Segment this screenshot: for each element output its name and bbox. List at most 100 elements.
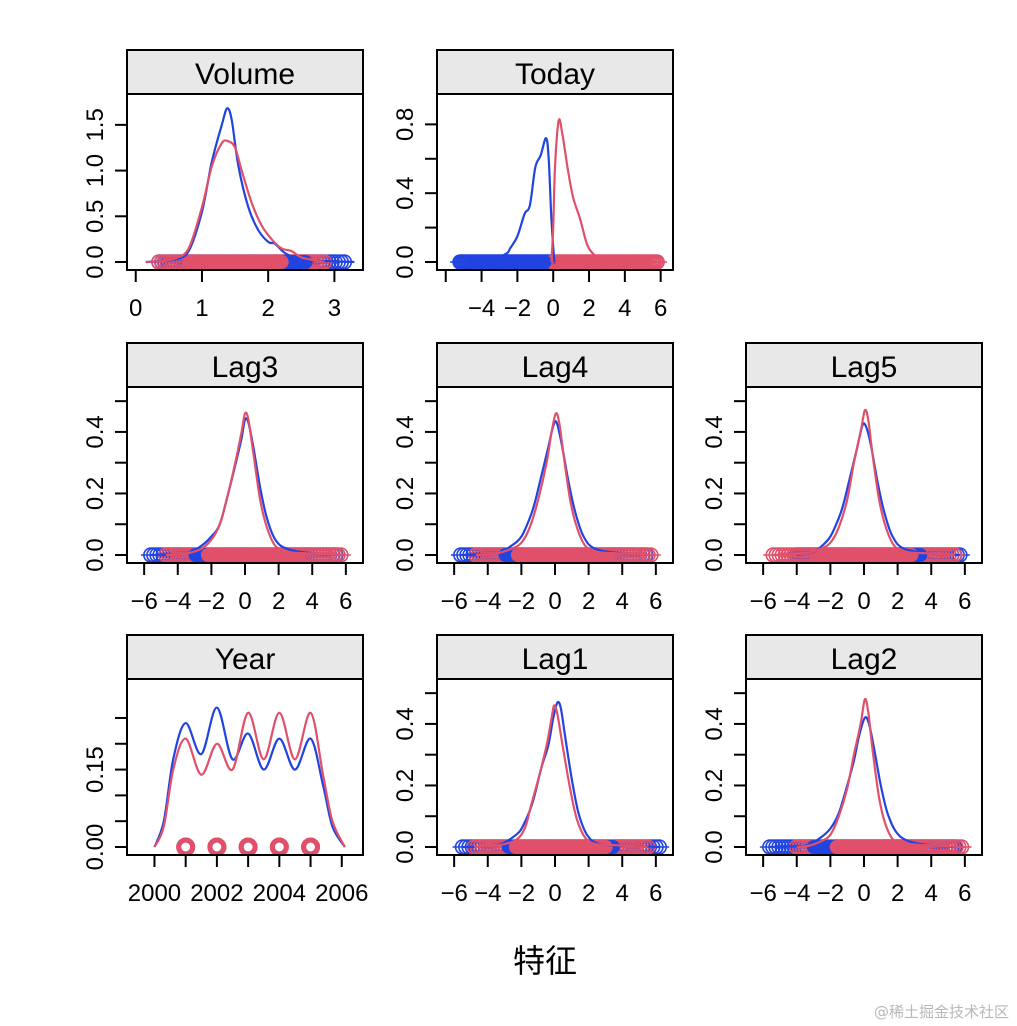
data-points-band-up (508, 840, 613, 854)
x-tick-label: 0 (857, 588, 870, 615)
x-tick-label: −6 (130, 588, 157, 615)
density-curve-up (145, 139, 325, 264)
x-tick-label: −2 (508, 880, 535, 907)
strip-background (745, 634, 983, 680)
x-tick-label: 6 (649, 880, 662, 907)
plot-content (763, 408, 970, 562)
x-tick-label: 4 (925, 880, 938, 907)
y-tick-label: 0.0 (392, 538, 419, 571)
x-tick-label: −4 (474, 880, 501, 907)
x-tick-label: −2 (198, 588, 225, 615)
x-tick-label: 2 (582, 588, 595, 615)
x-tick-label: −2 (817, 880, 844, 907)
x-tick-label: 0 (548, 880, 561, 907)
x-tick-label: 2 (891, 880, 904, 907)
panel-lag4: Lag4 0.0 0.2 0.4 −6 −4 −2 0 2 4 6 (392, 342, 674, 615)
panel-today: Today 0.0 0.4 0.8 −4 −2 0 2 4 6 (392, 49, 674, 322)
x-tick-label: 4 (616, 588, 629, 615)
x-tick-label: 0 (238, 588, 251, 615)
x-tick-label: 2002 (190, 880, 243, 907)
strip-label: Lag1 (522, 643, 589, 676)
density-curve-down (769, 716, 955, 849)
density-curve-up (796, 697, 962, 849)
y-tick-label: 0.4 (701, 707, 728, 740)
density-curve-up (474, 704, 648, 849)
y-tick-label: 0.2 (701, 769, 728, 802)
panel-lag2: Lag2 0.0 0.2 0.4 −6 −4 −2 0 2 4 6 (701, 634, 983, 907)
x-tick-label: −4 (164, 588, 191, 615)
watermark: @稀土掘金技术社区 (873, 1003, 1009, 1021)
y-tick-label: 0.0 (82, 538, 109, 571)
x-tick-label: 4 (616, 880, 629, 907)
x-tick-label: 6 (339, 588, 352, 615)
panel-lag1: Lag1 0.0 0.2 0.4 −6 −4 −2 0 2 4 6 (392, 634, 674, 907)
x-tick-label: 3 (328, 295, 341, 322)
plot-content (450, 412, 661, 562)
y-tick-label: 0.0 (701, 830, 728, 863)
year-point (176, 837, 196, 854)
y-tick-label: 0.2 (82, 477, 109, 510)
year-point (207, 837, 227, 854)
x-tick-label: 2000 (128, 880, 181, 907)
x-tick-label: 6 (654, 295, 667, 322)
data-points-band-up (510, 548, 616, 562)
panel-lag3: Lag3 0.0 0.2 0.4 −6 −4 −2 0 2 4 6 (82, 342, 364, 615)
x-tick-label: 4 (618, 295, 631, 322)
plot-area (126, 678, 364, 856)
data-points-band-up (553, 255, 600, 269)
density-curve-down (153, 706, 346, 848)
y-tick-label: 0.2 (392, 477, 419, 510)
y-tick-label: 1.5 (82, 108, 109, 141)
x-tick-label: 2 (582, 295, 595, 322)
year-point (238, 837, 258, 854)
x-tick-label: −4 (783, 588, 810, 615)
x-tick-label: 0 (547, 295, 560, 322)
y-tick-label: 0.4 (392, 707, 419, 740)
y-tick-label: 0.5 (82, 200, 109, 233)
x-tick-label: 2004 (253, 880, 306, 907)
y-tick-label: 0.0 (82, 245, 109, 278)
strip-label: Volume (195, 58, 295, 91)
x-tick-label: −6 (440, 588, 467, 615)
plot-content (452, 700, 670, 854)
x-tick-label: 2 (261, 295, 274, 322)
plot-content (450, 118, 668, 269)
strip-label: Lag2 (831, 643, 898, 676)
density-curve-up (475, 412, 651, 557)
y-tick-label: 0.4 (701, 415, 728, 448)
x-tick-label: 0 (548, 588, 561, 615)
density-curve-down (462, 700, 660, 849)
plot-content (153, 706, 346, 854)
plot-content (140, 411, 351, 562)
density-curve-down (145, 107, 355, 264)
panels-layer: Volume 0.0 0.5 1.0 1.5 0 1 2 3 Today 0.0 0.4 0.8 −4 −2… (82, 49, 983, 907)
strip-label: Today (515, 58, 595, 91)
x-tick-label: −2 (817, 588, 844, 615)
strip-label: Lag4 (522, 351, 589, 384)
data-points-band-up (200, 548, 306, 562)
x-tick-label: 6 (958, 588, 971, 615)
strip-background (745, 342, 983, 388)
y-tick-label: 0.4 (82, 415, 109, 448)
year-point (269, 837, 289, 854)
y-tick-label: 0.4 (392, 415, 419, 448)
density-curve-up (153, 711, 346, 848)
x-tick-label: 0 (129, 295, 142, 322)
x-tick-label: −6 (749, 588, 776, 615)
strip-background (436, 342, 674, 388)
y-tick-label: 0.0 (392, 245, 419, 278)
data-points-band-up (181, 255, 289, 269)
x-tick-label: 6 (958, 880, 971, 907)
y-tick-label: 0.8 (392, 108, 419, 141)
y-tick-label: 0.4 (392, 176, 419, 209)
x-tick-label: 6 (649, 588, 662, 615)
data-points-band-down (495, 255, 552, 269)
x-axis-label: 特征 (513, 942, 577, 980)
x-tick-label: 2 (582, 880, 595, 907)
year-point (301, 837, 321, 854)
panel-lag5: Lag5 0.0 0.2 0.4 −6 −4 −2 0 2 4 6 (701, 342, 983, 615)
x-tick-label: 4 (306, 588, 319, 615)
x-tick-label: 2 (891, 588, 904, 615)
x-tick-label: 2 (272, 588, 285, 615)
